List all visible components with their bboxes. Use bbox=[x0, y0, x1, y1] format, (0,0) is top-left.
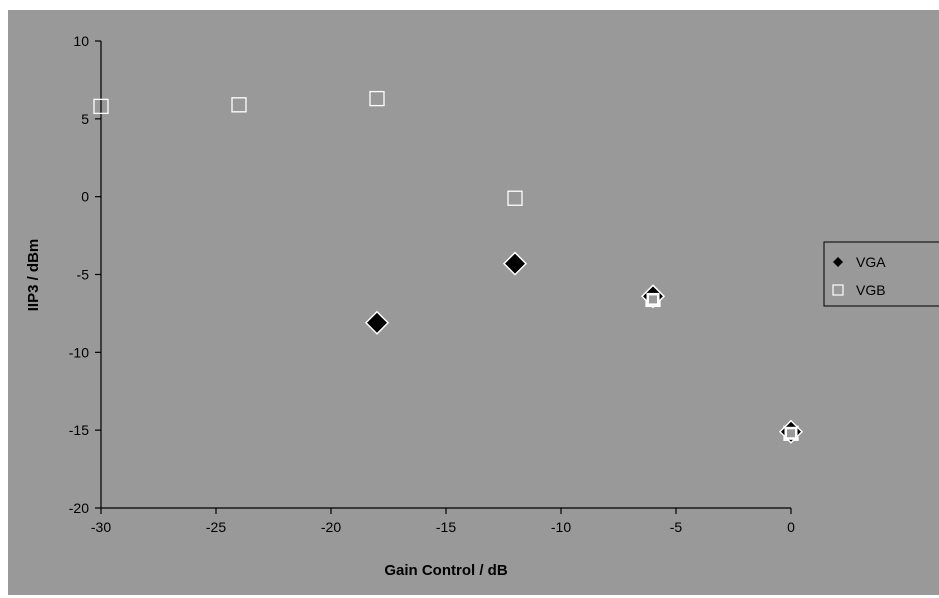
y-axis-ticks: 10 5 0 -5 -10 -15 -20 bbox=[69, 33, 101, 516]
legend-vgb-marker-icon bbox=[832, 284, 844, 296]
y-tick-label: 5 bbox=[81, 111, 89, 127]
x-tick-label: -5 bbox=[670, 519, 683, 535]
x-tick-label: -10 bbox=[551, 519, 571, 535]
vgb-point bbox=[507, 190, 523, 206]
legend-vga-marker-icon bbox=[833, 257, 843, 267]
y-tick-label: -20 bbox=[69, 500, 89, 516]
chart-background bbox=[8, 10, 939, 595]
vgb-point-overlap-inner bbox=[787, 429, 795, 438]
y-axis-title: IIP3 / dBm bbox=[25, 239, 42, 312]
legend: VGA VGB bbox=[823, 241, 939, 307]
x-tick-label: -30 bbox=[91, 519, 111, 535]
vga-point bbox=[364, 310, 390, 335]
y-tick-label: 10 bbox=[73, 33, 89, 49]
x-axis-title: Gain Control / dB bbox=[384, 562, 507, 579]
y-tick-label: -10 bbox=[69, 344, 89, 360]
x-tick-label: -25 bbox=[206, 519, 226, 535]
y-tick-label: -5 bbox=[77, 267, 90, 283]
x-tick-label: 0 bbox=[787, 519, 795, 535]
legend-vgb-label: VGB bbox=[856, 282, 886, 298]
vgb-point-overlap-inner bbox=[649, 295, 657, 304]
vgb-point bbox=[231, 97, 247, 113]
vgb-point bbox=[369, 90, 385, 107]
x-tick-label: -15 bbox=[436, 519, 456, 535]
y-tick-label: 0 bbox=[81, 189, 89, 205]
data-points bbox=[93, 90, 804, 444]
vga-point bbox=[502, 251, 528, 276]
x-axis-ticks: -30 -25 -20 -15 -10 -5 0 bbox=[91, 508, 795, 535]
y-tick-label: -15 bbox=[69, 422, 89, 438]
x-tick-label: -20 bbox=[321, 519, 341, 535]
vgb-point bbox=[93, 98, 109, 115]
legend-vga-label: VGA bbox=[856, 254, 886, 270]
